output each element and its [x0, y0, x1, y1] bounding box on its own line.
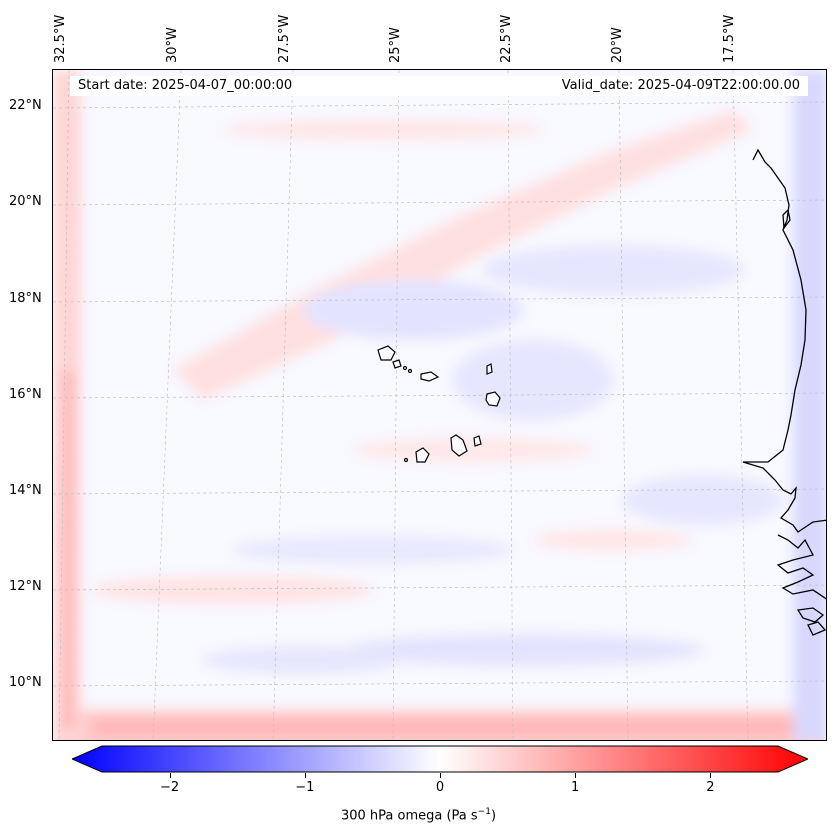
colorbar-tick-label: 2 — [706, 780, 715, 795]
lat-tick-16: 16°N — [9, 387, 42, 402]
lon-tick-25: 25°W — [388, 27, 403, 63]
omega-shading — [53, 70, 826, 740]
date-info-bar: Start date: 2025-04-07_00:00:00 Valid_da… — [70, 76, 808, 96]
colorbar-label-exponent: −1 — [477, 807, 491, 817]
colorbar-tickmark — [169, 773, 171, 778]
map-panel — [52, 69, 827, 741]
colorbar-label-text: 300 hPa omega (Pa s — [340, 808, 478, 824]
colorbar-label: 300 hPa omega (Pa s−1) — [0, 807, 837, 823]
lat-tick-12: 12°N — [9, 579, 42, 594]
lat-tick-18: 18°N — [9, 291, 42, 306]
cape-verde-islands — [377, 345, 501, 463]
colorbar-tick-label: 1 — [571, 780, 580, 795]
start-date-label: Start date: 2025-04-07_00:00:00 — [78, 78, 293, 93]
lon-tick-30: 30°W — [165, 27, 180, 63]
lat-tick-20: 20°N — [9, 194, 42, 209]
colorbar-tickmark — [575, 773, 577, 778]
lon-tick-27-5: 27.5°W — [277, 14, 292, 63]
colorbar-tick-label: 0 — [435, 780, 445, 795]
colorbar — [70, 744, 810, 774]
colorbar-tick-label: −1 — [295, 780, 315, 795]
lon-tick-22-5: 22.5°W — [499, 14, 514, 63]
coastline-africa — [742, 148, 826, 636]
lat-tick-14: 14°N — [9, 483, 42, 498]
colorbar-gradient — [70, 745, 810, 773]
lon-tick-32-5: 32.5°W — [53, 14, 68, 63]
lon-tick-20: 20°W — [610, 27, 625, 63]
lat-tick-22: 22°N — [9, 98, 42, 113]
colorbar-label-close: ) — [490, 808, 497, 824]
lon-tick-17-5: 17.5°W — [722, 14, 737, 63]
valid-date-label: Valid_date: 2025-04-09T22:00:00.00 — [561, 78, 800, 93]
colorbar-tickmark — [440, 773, 441, 778]
omega-field-map — [53, 70, 826, 740]
colorbar-tickmark — [304, 773, 306, 778]
colorbar-tickmark — [710, 773, 712, 778]
graticule — [53, 70, 826, 740]
colorbar-tick-label: −2 — [160, 780, 180, 795]
lat-tick-10: 10°N — [9, 675, 42, 690]
